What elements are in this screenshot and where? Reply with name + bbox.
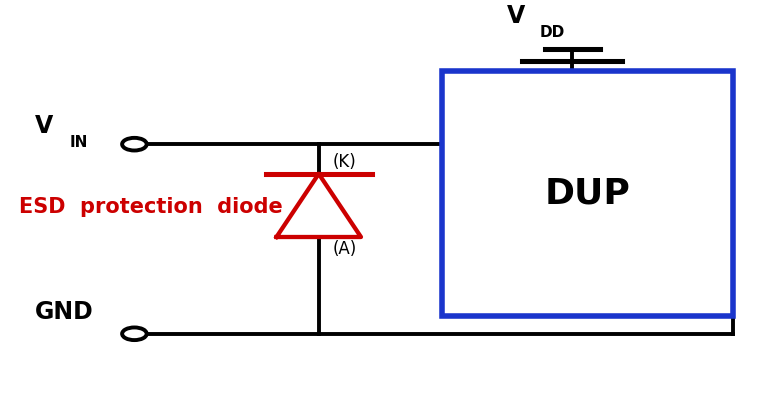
Text: V: V [35,115,53,138]
Text: IN: IN [70,135,88,150]
Circle shape [122,138,147,150]
Text: V: V [507,4,525,28]
Text: (K): (K) [333,153,356,171]
Text: DD: DD [539,25,564,40]
Text: GND: GND [35,300,93,324]
Text: ESD  protection  diode: ESD protection diode [19,198,283,217]
Bar [442,71,733,316]
Text: DUP: DUP [545,177,631,211]
Text: (A): (A) [333,240,357,258]
Circle shape [122,327,147,340]
